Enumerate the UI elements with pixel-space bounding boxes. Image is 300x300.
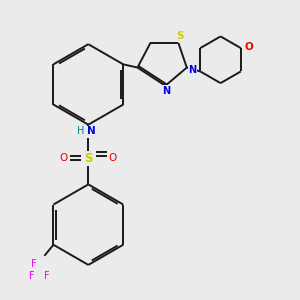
Text: N: N: [87, 126, 96, 136]
Text: S: S: [176, 32, 183, 41]
Text: F: F: [28, 271, 34, 281]
Text: O: O: [244, 42, 253, 52]
Text: H: H: [77, 126, 84, 136]
Text: F: F: [44, 271, 50, 281]
Text: N: N: [188, 65, 196, 75]
Text: O: O: [109, 153, 117, 164]
Text: S: S: [84, 152, 93, 165]
Text: O: O: [59, 153, 68, 164]
Text: N: N: [163, 86, 171, 96]
Text: F: F: [31, 259, 37, 269]
